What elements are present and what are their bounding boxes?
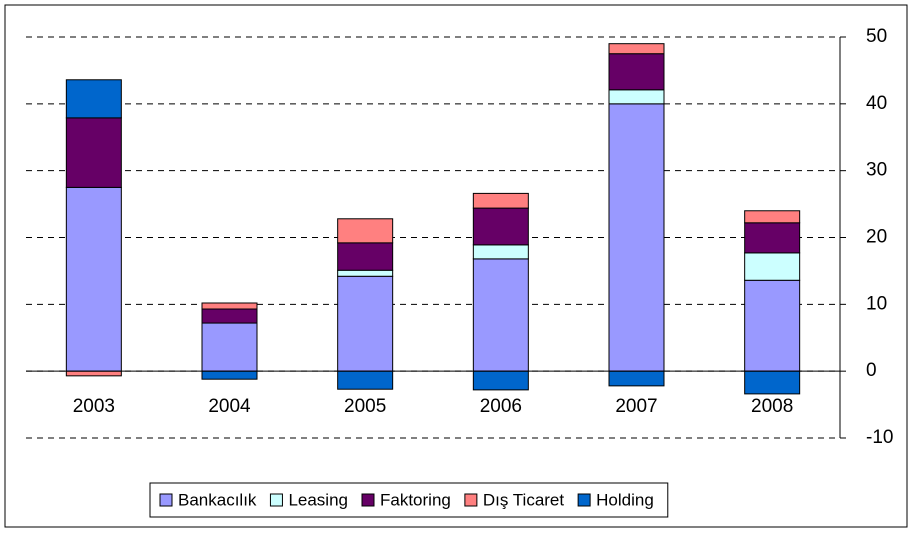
bar-segment xyxy=(472,258,529,372)
x-tick-label: 2008 xyxy=(751,396,793,417)
bar-segment xyxy=(337,218,394,244)
y-tick-label: -10 xyxy=(866,427,893,448)
bar-segment xyxy=(65,79,122,119)
legend-swatch xyxy=(361,493,375,507)
bar-segment xyxy=(744,252,801,281)
bar-segment xyxy=(337,275,394,372)
legend: Bankacılık Leasing Faktoring Dış Ticaret Hol… xyxy=(149,482,669,518)
bar-segment xyxy=(201,322,258,372)
bar-segment xyxy=(608,53,665,91)
x-tick-label: 2004 xyxy=(208,396,251,417)
bar-segment xyxy=(608,370,665,387)
y-tick-label: 40 xyxy=(866,93,887,114)
legend-swatch xyxy=(159,493,173,507)
bar-segment xyxy=(744,279,801,372)
legend-swatch xyxy=(269,493,283,507)
bar-segment xyxy=(201,302,258,310)
bar-segment xyxy=(744,210,801,224)
legend-label: Faktoring xyxy=(380,490,451,509)
bar-segment xyxy=(472,192,529,209)
x-tick-label: 2006 xyxy=(480,396,522,417)
bar-segment xyxy=(744,222,801,254)
bar-segment xyxy=(744,370,801,395)
bar-segment xyxy=(201,308,258,324)
legend-label: Bankacılık xyxy=(178,490,257,509)
x-tick-label: 2005 xyxy=(344,396,386,417)
y-tick-label: 50 xyxy=(866,26,887,47)
y-tick-label: 10 xyxy=(866,293,887,314)
y-tick-label: 20 xyxy=(866,227,887,248)
legend-swatch xyxy=(577,493,591,507)
x-tick-label: 2003 xyxy=(73,396,115,417)
bar-segment xyxy=(65,117,122,188)
bar-segment xyxy=(608,103,665,372)
legend-label: Leasing xyxy=(288,490,348,509)
bar-segment xyxy=(65,186,122,372)
bar-segment xyxy=(337,242,394,271)
bar-segment xyxy=(337,269,394,277)
y-tick-label: 30 xyxy=(866,160,887,181)
bar-segment xyxy=(608,89,665,105)
legend-label: Dış Ticaret xyxy=(483,490,565,509)
bar-segment xyxy=(472,370,529,391)
bar-segment xyxy=(65,370,122,377)
y-tick-label: 0 xyxy=(866,360,877,381)
bar-segment xyxy=(608,43,665,55)
x-tick-label: 2007 xyxy=(615,396,657,417)
bar-segment xyxy=(472,244,529,260)
bar-segment xyxy=(472,207,529,246)
bar-segment xyxy=(337,370,394,390)
bar-segment xyxy=(201,370,258,380)
legend-label: Holding xyxy=(596,490,654,509)
legend-swatch xyxy=(464,493,478,507)
